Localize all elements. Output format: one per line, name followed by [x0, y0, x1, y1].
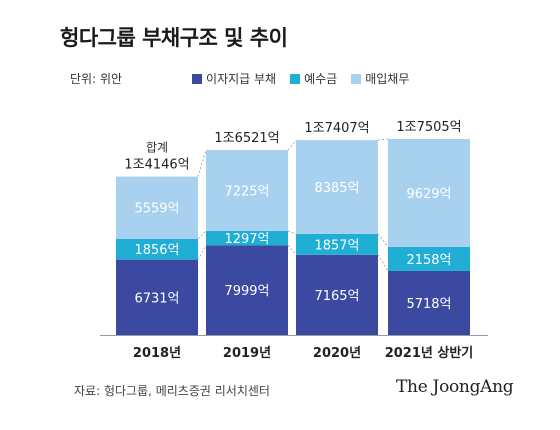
data-label: 1857억 [314, 238, 359, 253]
legend-item-payables: 매입채무 [351, 70, 409, 87]
legend: 단위: 위안 이자지급 부채 예수금 매입채무 [70, 70, 417, 87]
category-label: 2021년 상반기 [385, 345, 474, 361]
data-label: 1856억 [134, 243, 179, 258]
connector-line [377, 233, 389, 248]
connector-line [377, 254, 389, 272]
bar-interest-debt [388, 270, 470, 335]
data-label: 8385억 [314, 181, 359, 196]
category-label: 2020년 [313, 346, 361, 361]
data-label: 5718억 [406, 297, 451, 312]
data-label: 7165억 [314, 289, 359, 304]
data-label: 2158억 [406, 253, 451, 268]
category-label: 2018년 [133, 346, 181, 361]
data-label: 9629억 [406, 187, 451, 202]
data-label: 6731억 [134, 291, 179, 306]
total-label: 1조7505억 [396, 120, 461, 135]
legend-swatch [290, 73, 301, 84]
total-label: 1조6521억 [214, 131, 279, 146]
connector-line [377, 138, 389, 141]
source-note: 자료: 헝다그룹, 메리츠증권 리서치센터 [74, 384, 270, 398]
legend-swatch [192, 73, 203, 84]
bar-interest-debt [206, 245, 288, 335]
bar-deposits [206, 230, 288, 246]
bar-payables [296, 140, 378, 234]
total-prefix-label: 합계 [146, 141, 168, 155]
unit-label: 단위: 위안 [70, 72, 123, 86]
connector-line [197, 230, 207, 240]
bar-interest-debt [296, 254, 378, 335]
brand-logo: The JoongAng [396, 377, 514, 397]
bar-payables [116, 176, 198, 239]
bar-payables [388, 139, 470, 247]
category-label: 2019년 [223, 346, 271, 361]
legend-swatch [351, 73, 362, 84]
bar-deposits [296, 233, 378, 255]
data-label: 5559억 [134, 202, 179, 217]
legend-item-interest-debt: 이자지급 부채 [192, 70, 276, 87]
total-label: 1조4146억 [124, 158, 189, 173]
legend-label: 예수금 [304, 72, 338, 86]
legend-label: 이자지급 부채 [206, 72, 277, 86]
data-label: 7999억 [224, 284, 269, 299]
bar-deposits [388, 246, 470, 271]
connector-line [287, 230, 297, 235]
bar-deposits [116, 238, 198, 260]
legend-label: 매입채무 [365, 72, 410, 86]
bar-payables [206, 150, 288, 231]
total-label: 1조7407억 [304, 121, 369, 136]
bar-interest-debt [116, 259, 198, 335]
legend-item-deposits: 예수금 [290, 70, 337, 87]
connector-line [197, 245, 207, 260]
connector-line [287, 139, 297, 151]
chart-title: 헝다그룹 부채구조 및 추이 [60, 26, 288, 50]
connector-line [287, 245, 297, 256]
data-label: 7225억 [224, 184, 269, 199]
connector-line [197, 149, 207, 177]
data-label: 1297억 [224, 232, 269, 247]
